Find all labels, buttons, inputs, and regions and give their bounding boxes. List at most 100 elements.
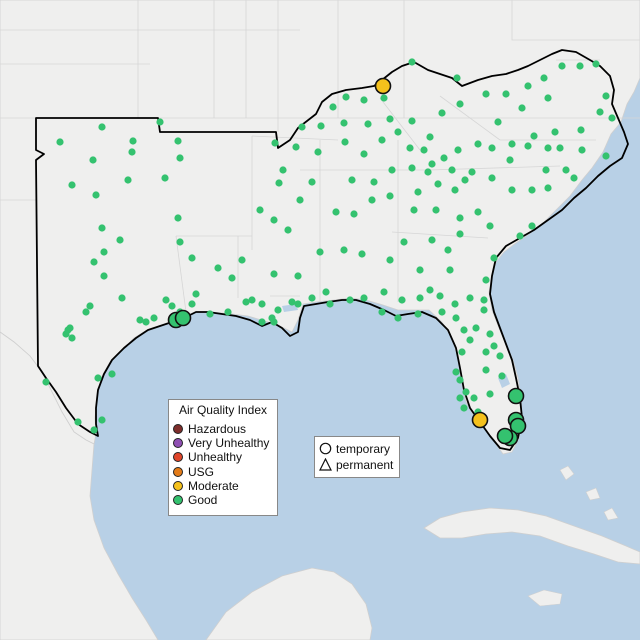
sensor-dot[interactable] <box>482 348 490 356</box>
sensor-dot[interactable] <box>174 214 182 222</box>
sensor-dot[interactable] <box>460 404 468 412</box>
sensor-dot[interactable] <box>258 300 266 308</box>
sensor-dot[interactable] <box>528 222 536 230</box>
sensor-dot[interactable] <box>416 294 424 302</box>
sensor-dot[interactable] <box>176 154 184 162</box>
sensor-dot[interactable] <box>62 330 70 338</box>
sensor-dot[interactable] <box>358 250 366 258</box>
sensor-dot[interactable] <box>92 191 100 199</box>
sensor-dot[interactable] <box>544 94 552 102</box>
sensor-dot[interactable] <box>296 196 304 204</box>
sensor-dot[interactable] <box>398 296 406 304</box>
sensor-dot[interactable] <box>461 176 469 184</box>
sensor-dot[interactable] <box>472 324 480 332</box>
sensor-dot[interactable] <box>454 146 462 154</box>
sensor-dot[interactable] <box>458 348 466 356</box>
sensor-dot[interactable] <box>386 256 394 264</box>
sensor-dot[interactable] <box>292 143 300 151</box>
sensor-dot[interactable] <box>128 148 136 156</box>
sensor-dot[interactable] <box>124 176 132 184</box>
sensor-dot[interactable] <box>452 368 460 376</box>
sensor-dots[interactable] <box>42 58 616 434</box>
sensor-dot[interactable] <box>453 74 461 82</box>
sensor-dot[interactable] <box>438 308 446 316</box>
sensor-dot[interactable] <box>168 302 176 310</box>
sensor-dot[interactable] <box>268 314 276 322</box>
sensor-dot[interactable] <box>258 318 266 326</box>
sensor-dot[interactable] <box>332 208 340 216</box>
sensor-dot[interactable] <box>174 137 182 145</box>
sensor-dot[interactable] <box>494 118 502 126</box>
sensor-dot[interactable] <box>506 156 514 164</box>
sensor-dot[interactable] <box>524 142 532 150</box>
sensor-dot[interactable] <box>378 136 386 144</box>
good-sensor-marker[interactable] <box>509 417 527 435</box>
sensor-dot[interactable] <box>322 288 330 296</box>
sensor-dot[interactable] <box>116 236 124 244</box>
sensor-dot[interactable] <box>462 388 470 396</box>
sensor-dot[interactable] <box>274 306 282 314</box>
sensor-dot[interactable] <box>486 330 494 338</box>
sensor-dot[interactable] <box>89 156 97 164</box>
sensor-dot[interactable] <box>556 144 564 152</box>
sensor-dot[interactable] <box>100 248 108 256</box>
sensor-dot[interactable] <box>284 226 292 234</box>
sensor-dot[interactable] <box>156 118 164 126</box>
sensor-dot[interactable] <box>298 123 306 131</box>
sensor-dot[interactable] <box>188 300 196 308</box>
sensor-dot[interactable] <box>496 352 504 360</box>
sensor-dot[interactable] <box>576 62 584 70</box>
sensor-dot[interactable] <box>596 108 604 116</box>
sensor-dot[interactable] <box>544 184 552 192</box>
sensor-dot[interactable] <box>486 222 494 230</box>
sensor-dot[interactable] <box>578 146 586 154</box>
sensor-dot[interactable] <box>440 154 448 162</box>
sensor-dot[interactable] <box>456 100 464 108</box>
sensor-dot[interactable] <box>350 210 358 218</box>
sensor-dot[interactable] <box>466 294 474 302</box>
sensor-dot[interactable] <box>370 178 378 186</box>
sensor-dot[interactable] <box>408 117 416 125</box>
sensor-dot[interactable] <box>242 298 250 306</box>
sensor-dot[interactable] <box>542 166 550 174</box>
sensor-dot[interactable] <box>480 306 488 314</box>
sensor-dot[interactable] <box>176 238 184 246</box>
sensor-dot[interactable] <box>540 74 548 82</box>
sensor-dot[interactable] <box>256 206 264 214</box>
sensor-dot[interactable] <box>400 238 408 246</box>
sensor-dot[interactable] <box>98 416 106 424</box>
sensor-dot[interactable] <box>368 196 376 204</box>
sensor-dot[interactable] <box>602 152 610 160</box>
sensor-dot[interactable] <box>341 138 349 146</box>
sensor-dot[interactable] <box>456 394 464 402</box>
sensor-dot[interactable] <box>524 82 532 90</box>
sensor-dot[interactable] <box>516 232 524 240</box>
sensor-dot[interactable] <box>474 208 482 216</box>
sensor-dot[interactable] <box>329 103 337 111</box>
sensor-dot[interactable] <box>86 302 94 310</box>
sensor-dot[interactable] <box>326 300 334 308</box>
sensor-dot[interactable] <box>444 246 452 254</box>
sensor-dot[interactable] <box>592 60 600 68</box>
sensor-dot[interactable] <box>446 266 454 274</box>
sensor-dot[interactable] <box>129 137 137 145</box>
sensor-dot[interactable] <box>488 174 496 182</box>
sensor-dot[interactable] <box>432 206 440 214</box>
sensor-dot[interactable] <box>490 342 498 350</box>
sensor-dot[interactable] <box>480 296 488 304</box>
sensor-dot[interactable] <box>456 230 464 238</box>
sensor-dot[interactable] <box>482 90 490 98</box>
sensor-dot[interactable] <box>394 314 402 322</box>
sensor-dot[interactable] <box>100 272 108 280</box>
sensor-dot[interactable] <box>150 314 158 322</box>
sensor-dot[interactable] <box>428 160 436 168</box>
sensor-dot[interactable] <box>314 148 322 156</box>
sensor-dot[interactable] <box>294 272 302 280</box>
sensor-dot[interactable] <box>570 174 578 182</box>
sensor-dot[interactable] <box>528 186 536 194</box>
sensor-dot[interactable] <box>317 122 325 130</box>
sensor-dot[interactable] <box>452 314 460 322</box>
sensor-dot[interactable] <box>68 334 76 342</box>
